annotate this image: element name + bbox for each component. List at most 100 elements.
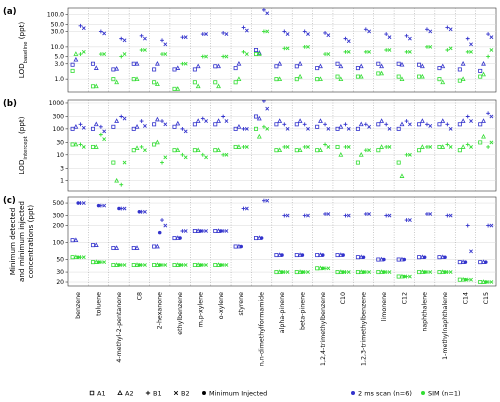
y-axis-label: LODbaseline (ppt) [17, 22, 29, 79]
point-sim-B1 [200, 54, 205, 59]
point-sim-B2 [346, 270, 351, 274]
legend-label: A1 [97, 389, 106, 397]
point-sim-A2 [175, 86, 181, 91]
point-sim-A2 [236, 144, 242, 149]
point-scan-B1 [98, 124, 103, 129]
point-scan-B2 [407, 122, 412, 127]
point-scan-B1 [241, 25, 246, 30]
compound-label: C12 [401, 292, 408, 304]
point-sim-A1 [396, 160, 401, 165]
legend-label: B2 [181, 389, 190, 397]
point-scan-B2 [387, 35, 392, 40]
point-scan-MI [137, 210, 142, 214]
point-scan-B1 [323, 212, 327, 216]
point-scan-B1 [425, 122, 429, 127]
point-scan-B2 [326, 33, 331, 38]
point-sim-A1 [376, 270, 381, 275]
panel-frame [67, 99, 497, 192]
point-sim-A1 [152, 80, 157, 85]
point-scan-B2 [204, 119, 208, 123]
point-scan-A1 [274, 122, 279, 127]
point-scan-A2 [236, 124, 242, 129]
point-sim-MI [300, 270, 305, 274]
panel-frame [67, 7, 497, 93]
point-sim-B1 [139, 48, 144, 52]
point-sim-B1 [384, 145, 389, 149]
y-axis-label: concentrations (ppt) [26, 205, 35, 279]
point-scan-MI [443, 255, 447, 259]
point-sim-A2 [399, 76, 405, 81]
y-tick-label: 10 [56, 152, 64, 159]
point-sim-B2 [367, 49, 372, 54]
point-sim-A1 [376, 71, 381, 76]
point-sim-A1 [294, 77, 299, 82]
point-sim-A1 [254, 52, 259, 57]
point-sim-A2 [440, 79, 446, 85]
point-scan-B1 [323, 31, 327, 35]
point-scan-A1 [131, 246, 136, 251]
point-sim-A1 [90, 84, 95, 89]
point-scan-B1 [323, 122, 327, 127]
point-scan-B1 [343, 122, 348, 127]
point-sim-A1 [131, 148, 136, 153]
point-scan-B2 [367, 212, 372, 216]
point-scan-A2 [134, 245, 140, 250]
point-sim-A2 [114, 177, 120, 183]
point-sim-B1 [323, 52, 327, 56]
point-sim-B2 [387, 48, 392, 52]
point-scan-B2 [163, 223, 168, 228]
point-sim-B2 [407, 49, 412, 54]
point-sim-B2 [469, 277, 473, 282]
compound-label: naphthalene [422, 292, 429, 332]
point-sim-B1 [139, 145, 144, 149]
point-scan-B1 [180, 229, 185, 233]
point-scan-B1 [302, 122, 307, 127]
point-sim-MI [96, 260, 101, 264]
point-scan-A2 [93, 65, 99, 70]
legend-marker-B1 [145, 390, 151, 396]
point-scan-A1 [90, 61, 95, 66]
point-scan-B2 [489, 223, 494, 228]
compound-label: ethylbenzene [177, 292, 184, 335]
point-scan-B2 [428, 212, 433, 216]
point-sim-A2 [379, 144, 385, 149]
point-sim-B1 [445, 142, 450, 147]
point-scan-A2 [216, 63, 221, 69]
point-scan-B2 [163, 122, 168, 127]
point-sim-A1 [213, 148, 218, 153]
point-scan-A1 [192, 122, 197, 127]
point-sim-A2 [256, 51, 262, 56]
point-scan-B1 [241, 126, 246, 131]
point-sim-B2 [428, 44, 433, 49]
point-sim-A2 [419, 144, 425, 149]
point-sim-A1 [213, 80, 218, 85]
point-scan-A1 [335, 253, 340, 258]
point-sim-A1 [437, 270, 442, 275]
compound-label: alpha-pinene [279, 292, 286, 333]
point-scan-B2 [407, 218, 412, 222]
point-sim-A1 [355, 160, 360, 165]
point-sim-B1 [98, 132, 103, 137]
point-scan-B1 [160, 38, 164, 43]
point-scan-A2 [73, 124, 79, 129]
point-sim-B2 [81, 145, 86, 149]
point-sim-A2 [93, 83, 99, 89]
compound-label: C8 [136, 292, 143, 300]
point-scan-A1 [213, 229, 218, 234]
point-scan-A1 [437, 122, 442, 127]
point-sim-B2 [143, 263, 147, 267]
point-sim-MI [157, 263, 162, 267]
point-scan-A1 [396, 126, 401, 131]
point-sim-B2 [204, 263, 208, 267]
point-scan-B2 [163, 42, 168, 47]
point-sim-A1 [335, 270, 340, 275]
point-sim-A2 [358, 151, 364, 157]
point-sim-MI [137, 263, 142, 267]
point-sim-B2 [469, 49, 473, 54]
point-sim-B2 [102, 260, 107, 265]
point-scan-B2 [326, 212, 331, 216]
point-sim-B1 [465, 49, 470, 54]
point-scan-A2 [154, 116, 160, 122]
y-axis-label: and minimum injected [17, 201, 26, 282]
point-scan-B1 [302, 29, 307, 34]
